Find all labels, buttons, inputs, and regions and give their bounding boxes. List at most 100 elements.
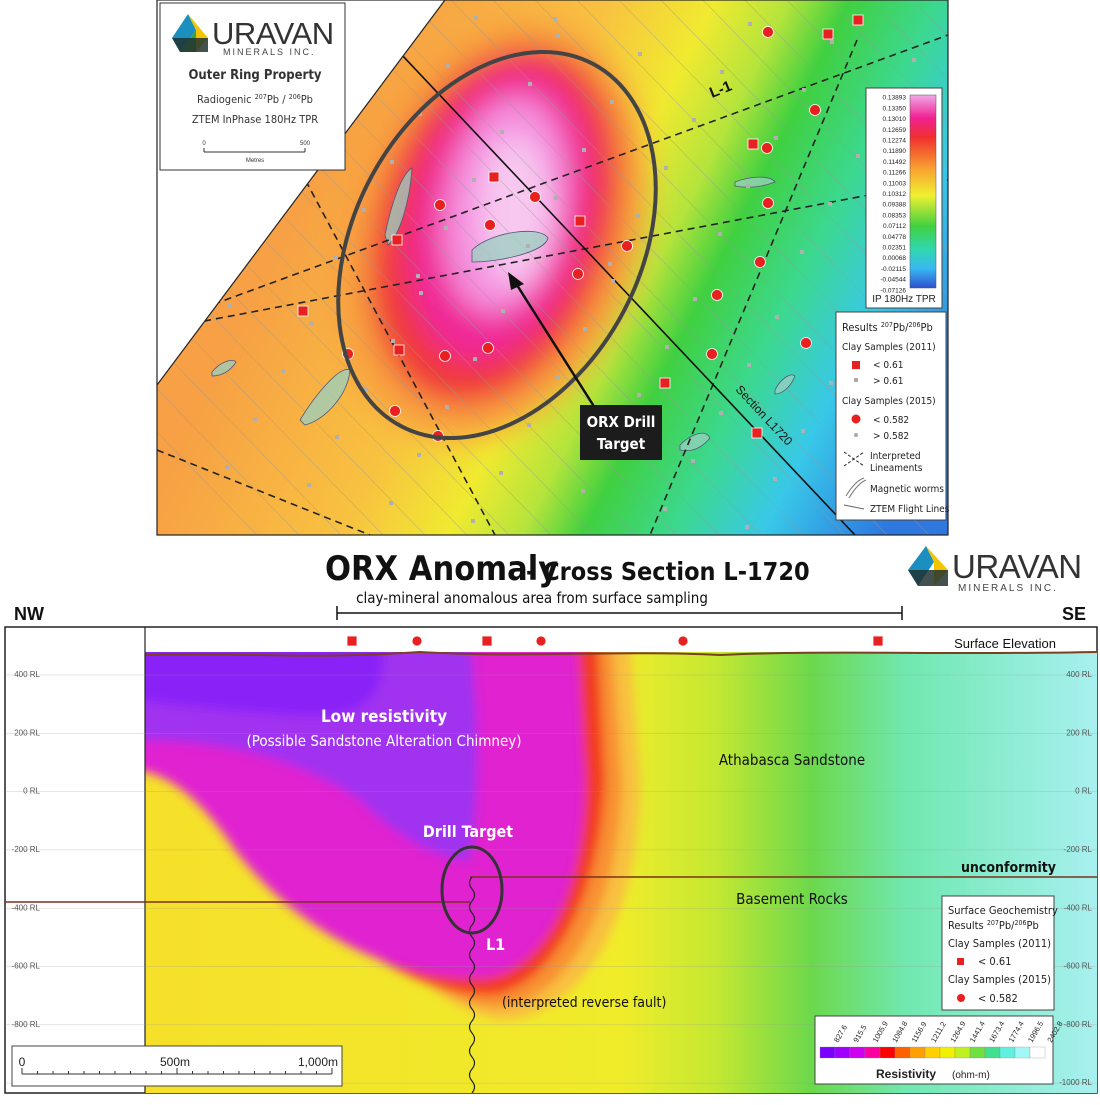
sample-dot: [499, 471, 503, 475]
sample-dot: [528, 82, 532, 86]
colorbar-unit: (ohm-m): [952, 1070, 990, 1081]
logo: [172, 14, 208, 52]
sample-dot: [747, 363, 751, 367]
sample-dot: [472, 178, 476, 182]
legend-circle: [851, 414, 861, 424]
map-edge: [156, 0, 446, 386]
legend-square: [957, 958, 964, 965]
sample-dot: [364, 46, 368, 50]
sample-dot: [473, 357, 477, 361]
sample-2015: [800, 337, 812, 349]
lineament: [157, 34, 948, 326]
sample-dot: [335, 435, 339, 439]
sample-dot: [582, 148, 586, 152]
direction: SE: [1062, 604, 1086, 624]
t: 206: [289, 93, 301, 101]
sample-dot: [554, 196, 558, 200]
map-layer: ZTEM InPhase 180Hz TPR: [192, 113, 318, 126]
scale-label: 500: [300, 141, 311, 147]
sample-dot: [638, 52, 642, 56]
legend-title: Results 207Pb/206Pb: [842, 321, 933, 334]
rl-label-right: -200 RL: [1064, 845, 1093, 854]
scale-label: 500m: [160, 1055, 190, 1069]
sample-dot: [553, 17, 557, 21]
sample-dot: [583, 327, 587, 331]
flight-line: [997, 0, 1100, 535]
legend-item: < 0.582: [873, 415, 909, 426]
sample-2015: [535, 635, 547, 647]
colorbar-cell: [1029, 1046, 1046, 1059]
sample-2011: [822, 28, 834, 40]
sample-dot: [556, 34, 560, 38]
flight-line: [1081, 0, 1100, 535]
scale-label: 0: [202, 141, 206, 147]
sample-2015: [762, 197, 774, 209]
t: Radiogenic: [197, 93, 255, 106]
sample-dot: [800, 250, 804, 254]
colorbar-label: 0.08353: [883, 212, 907, 219]
colorbar-cell: [834, 1046, 851, 1059]
sample-dot: [280, 190, 284, 194]
legend-item: < 0.582: [978, 992, 1018, 1005]
surface-label: Surface Elevation: [954, 636, 1056, 651]
annotation: unconformity: [961, 860, 1056, 876]
band-purple: [145, 652, 383, 716]
sample-dot: [775, 315, 779, 319]
sample-dot: [526, 244, 530, 248]
t: 206: [1014, 919, 1026, 927]
map-raster: [157, 0, 1100, 535]
sample-dot: [445, 405, 449, 409]
target-ellipse: [336, 49, 658, 441]
worm: [734, 176, 776, 188]
sample-dot: [419, 291, 423, 295]
sample-2011: [659, 377, 671, 389]
worm: [211, 360, 237, 377]
sample-dot: [446, 64, 450, 68]
t: Pb: [1026, 919, 1038, 932]
sample-dot: [746, 184, 750, 188]
section-samples: [346, 635, 884, 647]
legend-item: ZTEM Flight Lines: [870, 504, 950, 515]
sample-2011: [297, 305, 309, 317]
colorbar-cell: [849, 1046, 866, 1059]
sample-2011: [574, 215, 586, 227]
logo-subtitle: MINERALS INC.: [223, 47, 316, 57]
sample-dot: [444, 226, 448, 230]
legend-worm: [845, 477, 867, 499]
logo-shape: [908, 570, 948, 586]
t: Pb/: [893, 321, 909, 334]
legend-item: < 0.61: [978, 955, 1011, 968]
sample-dot: [720, 70, 724, 74]
colorbar-label: 0.13010: [883, 116, 907, 123]
scale-ticks: [21, 1068, 333, 1074]
t: Pb/: [999, 919, 1015, 932]
magnetic-worms: [211, 167, 796, 452]
colorbar-label: 0.00068: [883, 255, 907, 262]
sample-dot: [829, 381, 833, 385]
sample-dot: [307, 483, 311, 487]
sample-dot: [611, 279, 615, 283]
legend-dot: [854, 378, 858, 382]
rl-label-left: -400 RL: [12, 903, 41, 912]
sample-2015: [434, 199, 446, 211]
scale-unit: Metres: [246, 158, 264, 164]
colorbar-label: 0.12659: [883, 127, 907, 134]
t: 207: [881, 321, 893, 329]
legend-item: > 0.582: [873, 431, 909, 442]
sample-dot: [389, 501, 393, 505]
target-arrow: [513, 281, 597, 409]
sample-dot: [856, 154, 860, 158]
sample-dot: [227, 303, 231, 307]
sample-dot: [773, 477, 777, 481]
sample-dot: [745, 525, 749, 529]
sample-2011: [393, 344, 405, 356]
legend-item: Interpreted: [870, 451, 921, 462]
flight-line: [157, 0, 510, 535]
sample-2015: [762, 26, 774, 38]
t: 207: [987, 919, 999, 927]
legend-item: < 0.61: [873, 360, 903, 371]
sample-dot: [691, 459, 695, 463]
annotation: L1: [486, 935, 505, 954]
sample-dot: [665, 345, 669, 349]
